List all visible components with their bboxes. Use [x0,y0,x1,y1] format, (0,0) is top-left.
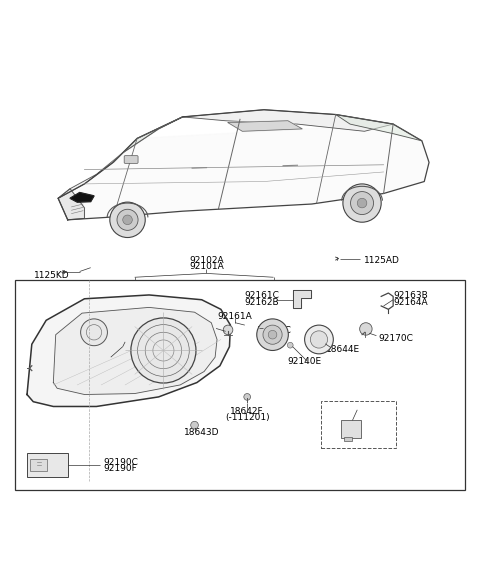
Polygon shape [70,192,94,202]
Polygon shape [182,110,393,131]
Polygon shape [113,117,182,162]
Circle shape [244,393,251,400]
Circle shape [288,342,293,348]
Text: 92161C: 92161C [245,292,280,300]
Polygon shape [53,308,217,395]
Circle shape [81,319,108,346]
Text: 92163B: 92163B [393,292,428,300]
Text: 92190C: 92190C [104,458,138,467]
Polygon shape [336,115,422,141]
Bar [344,437,352,442]
Bar [30,459,47,471]
Circle shape [305,325,333,354]
Circle shape [343,184,381,222]
Text: (-111201): (-111201) [225,413,269,422]
Text: 92104A: 92104A [84,349,119,358]
Circle shape [117,209,138,230]
Polygon shape [27,295,230,406]
Polygon shape [228,121,302,131]
Text: 92164A: 92164A [393,298,428,306]
Circle shape [110,202,145,238]
Text: 92140E: 92140E [288,358,322,366]
Bar [322,401,396,448]
Circle shape [360,323,372,335]
Circle shape [350,192,373,215]
Text: 18647D: 18647D [173,326,209,335]
Text: 1125AD: 1125AD [364,256,400,265]
Text: 1125KD: 1125KD [34,271,70,280]
Text: 92103A: 92103A [84,356,119,365]
Text: 92190F: 92190F [104,464,137,473]
Circle shape [357,198,367,208]
Bar [27,453,68,477]
Text: 92101A: 92101A [189,262,224,270]
Circle shape [311,331,327,348]
Polygon shape [293,290,311,308]
Polygon shape [58,117,182,198]
Text: 18642F: 18642F [230,407,264,416]
Circle shape [223,325,233,335]
Text: 92161A: 92161A [218,312,252,321]
Text: 92162B: 92162B [245,298,279,306]
Circle shape [131,318,196,383]
Circle shape [268,330,277,339]
Circle shape [191,422,198,429]
Text: 18644E: 18644E [326,345,360,353]
Text: (111201-): (111201-) [335,406,380,415]
Text: 18643D: 18643D [184,428,219,437]
Circle shape [257,319,288,350]
Text: 92102A: 92102A [189,256,224,265]
FancyBboxPatch shape [124,156,138,163]
Circle shape [263,325,282,344]
Bar [15,280,465,490]
Circle shape [123,215,132,225]
Polygon shape [68,124,429,220]
Text: 94515: 94515 [343,412,372,421]
Text: 18641C: 18641C [257,326,292,335]
Text: 92170C: 92170C [379,333,414,343]
Polygon shape [58,189,84,220]
Bar [340,420,360,437]
